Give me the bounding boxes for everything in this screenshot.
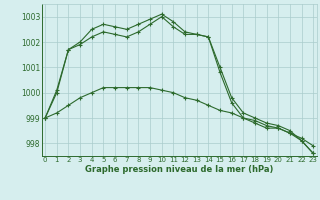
X-axis label: Graphe pression niveau de la mer (hPa): Graphe pression niveau de la mer (hPa) (85, 165, 273, 174)
